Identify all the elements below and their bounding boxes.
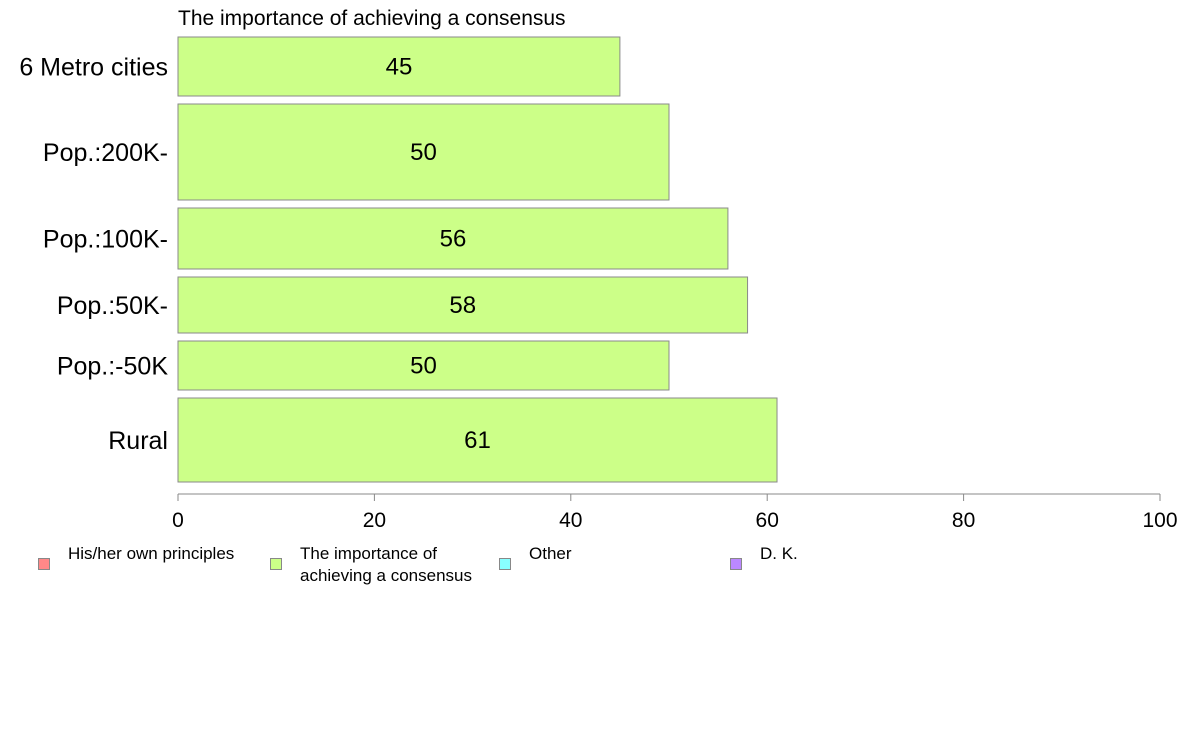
category-label-6-metro-cities: 6 Metro cities [19,54,168,82]
legend-label-other: Other [529,544,572,563]
x-tick-label-40: 40 [559,509,582,532]
category-label-rural: Rural [108,427,168,455]
legend-swatch-own-principles [38,558,50,570]
category-label-pop-100k: Pop.:100K- [43,226,168,254]
bar-pop-50k [177,340,670,391]
x-axis: 0 20 40 60 80 100 [172,493,1178,532]
legend-item-dk: D. K. [730,543,798,570]
bar-value-label-pop-200k: 50 [410,139,437,166]
legend-label-consensus: The importance of achieving a consensus [300,544,473,585]
legend-item-consensus: The importance of achieving a consensus [270,543,472,587]
bar-value-label-pop-100k: 56 [440,226,467,253]
x-tick-label-0: 0 [172,509,184,532]
legend-item-other: Other [499,543,572,570]
legend-swatch-other [499,558,511,570]
category-label-pop-50k: Pop.:-50K [57,353,169,381]
bar-pop-200k [177,103,670,201]
legend-item-own-principles: His/her own principles [38,543,234,570]
legend: His/her own principles The importance of… [38,543,1138,593]
bar-pop-100k [177,207,729,270]
x-tick-label-20: 20 [363,509,386,532]
legend-swatch-dk [730,558,742,570]
x-tick-label-80: 80 [952,509,975,532]
legend-swatch-consensus [270,558,282,570]
bar-6-metro-cities [177,36,621,97]
category-label-pop-50k: Pop.:50K- [57,292,168,320]
x-tick-label-60: 60 [756,509,779,532]
x-tick-label-100: 100 [1142,509,1177,532]
bar-value-label-rural: 61 [464,427,491,454]
legend-label-own-principles: His/her own principles [68,544,235,563]
chart-title: The importance of achieving a consensus [178,7,566,30]
bars-group: 45 6 Metro cities 50 Pop.:200K- 56 Pop.:100K-… [19,36,778,483]
bar-value-label-6-metro-cities: 45 [386,54,413,81]
bar-pop-50k [177,276,749,334]
legend-label-dk: D. K. [760,544,798,563]
bar-value-label-pop-50k: 50 [410,353,437,380]
bar-value-label-pop-50k: 58 [449,292,476,319]
category-label-pop-200k: Pop.:200K- [43,139,168,167]
bar-rural [177,397,778,483]
